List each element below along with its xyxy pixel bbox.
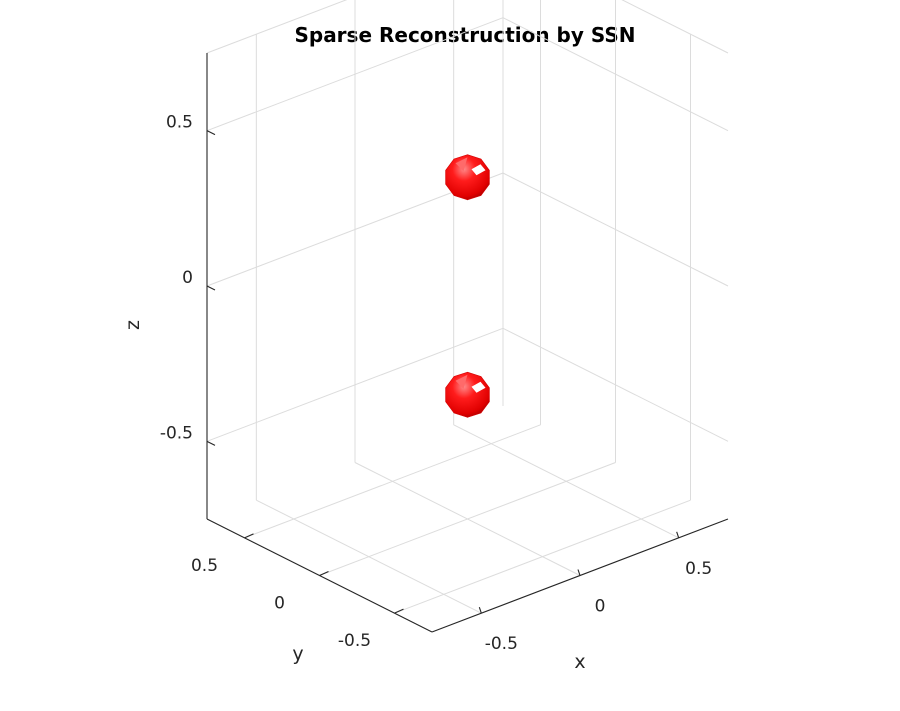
z-axis-label: z bbox=[122, 320, 144, 330]
x-tick-mark bbox=[676, 531, 680, 539]
grid-lines bbox=[206, 0, 729, 614]
marker-facet bbox=[455, 157, 468, 172]
y-tick-mark bbox=[244, 533, 254, 539]
z-tick-mark bbox=[206, 440, 216, 446]
z-tick-mark bbox=[206, 130, 216, 136]
grid-line bbox=[206, 327, 504, 442]
axis-labels: x y z bbox=[122, 320, 586, 673]
grid-line bbox=[354, 462, 581, 576]
tick-labels: -0.5 0 0.5 -0.5 0 0.5 -0.5 0 0.5 bbox=[160, 113, 712, 655]
grid-line bbox=[621, 0, 729, 54]
marker-facet bbox=[455, 374, 468, 389]
z-tick-mark bbox=[206, 285, 216, 291]
x-axis-label: x bbox=[574, 651, 585, 673]
marker-highlight bbox=[471, 381, 486, 393]
y-tick-label: -0.5 bbox=[338, 631, 371, 651]
data-markers bbox=[445, 154, 490, 418]
grid-line bbox=[206, 17, 504, 132]
data-point bbox=[445, 371, 490, 418]
chart-title: Sparse Reconstruction by SSN bbox=[294, 23, 635, 47]
grid-line bbox=[502, 172, 729, 287]
y-tick-mark bbox=[319, 570, 329, 577]
y-axis-label: y bbox=[292, 643, 303, 665]
grid-line bbox=[502, 17, 729, 132]
y-tick-label: 0 bbox=[274, 594, 285, 614]
axes bbox=[206, 53, 729, 633]
x-tick-label: -0.5 bbox=[485, 634, 518, 654]
z-tick-label: -0.5 bbox=[160, 423, 193, 443]
x-tick-label: 0.5 bbox=[685, 559, 712, 579]
sphere-marker bbox=[445, 371, 490, 418]
grid-line bbox=[502, 327, 729, 442]
x-tick-label: 0 bbox=[595, 597, 606, 617]
z-tick-label: 0 bbox=[182, 268, 193, 288]
grid-line bbox=[256, 499, 482, 614]
y-tick-label: 0.5 bbox=[191, 556, 218, 576]
sphere-marker bbox=[445, 154, 490, 201]
z-tick-label: 0.5 bbox=[166, 113, 193, 133]
data-point bbox=[445, 154, 490, 201]
marker-highlight bbox=[471, 164, 486, 176]
y-tick-mark bbox=[394, 608, 404, 614]
x-tick-mark bbox=[478, 606, 482, 614]
x-tick-mark bbox=[577, 569, 581, 576]
grid-line bbox=[453, 424, 679, 539]
grid-line bbox=[206, 0, 348, 54]
